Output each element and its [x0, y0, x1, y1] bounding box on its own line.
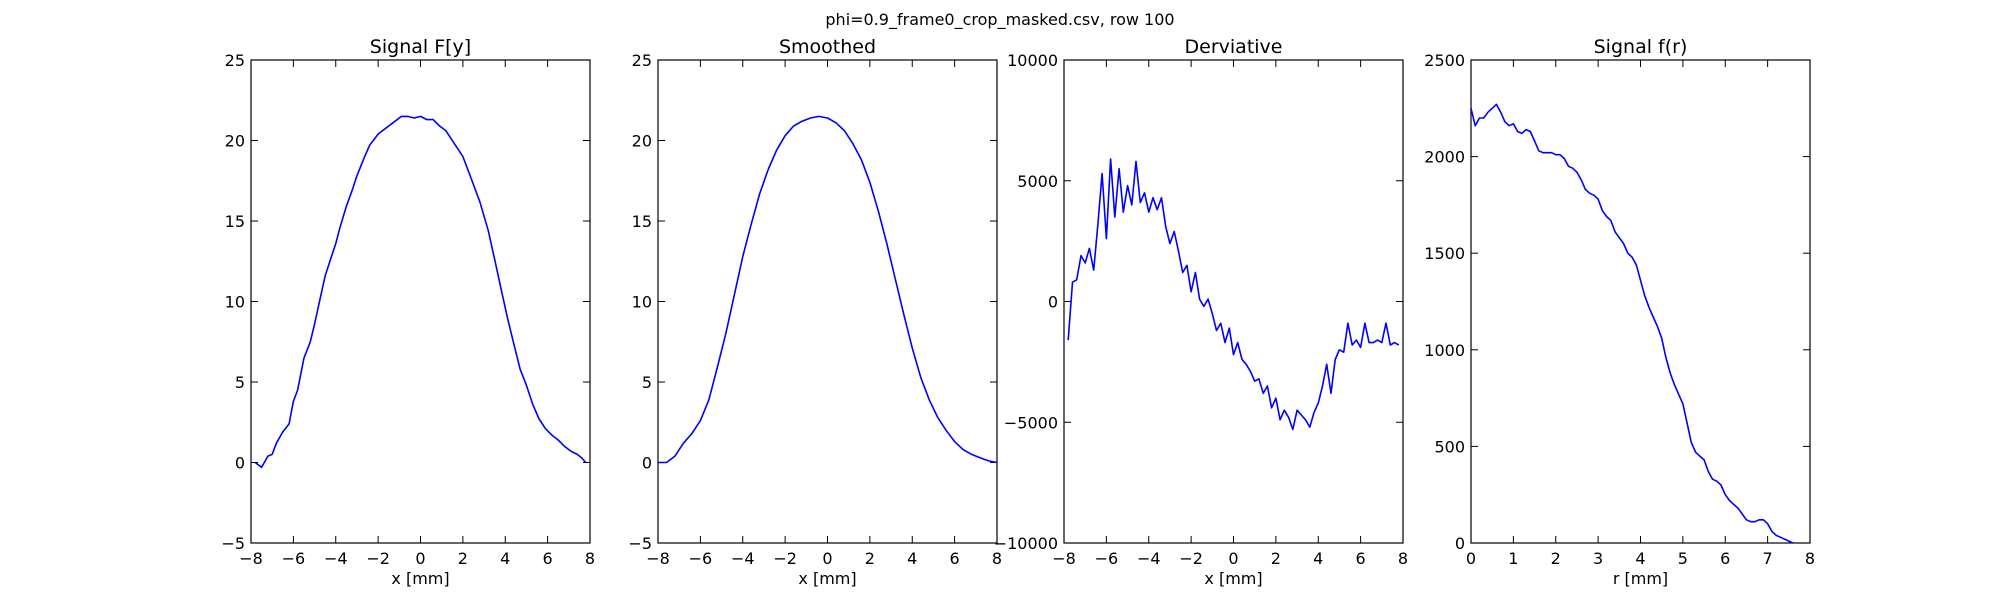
x-tick-label: 2 — [865, 549, 875, 568]
x-tick-label: 0 — [1228, 549, 1238, 568]
panel-derivative: Derviative x [mm] −8 −6 −4 −2 0 2 4 6 8−10000−50… — [994, 36, 1408, 588]
x-tick-label: 6 — [1356, 549, 1366, 568]
y-tick-label: −10000 — [994, 534, 1058, 553]
panel-title: Derviative — [1185, 36, 1283, 58]
y-tick-label: 25 — [225, 51, 245, 70]
x-tick-label: −6 — [282, 549, 306, 568]
x-tick-label: 3 — [1593, 549, 1603, 568]
x-tick-label: 2 — [1271, 549, 1281, 568]
x-tick-label: 4 — [500, 549, 510, 568]
x-tick-label: 8 — [992, 549, 1002, 568]
x-tick-label: 0 — [415, 549, 425, 568]
x-tick-label: 2 — [1551, 549, 1561, 568]
y-tick-label: 500 — [1434, 437, 1465, 456]
x-tick-label: −4 — [731, 549, 755, 568]
series-line — [1470, 103, 1794, 544]
x-tick-label: 6 — [950, 549, 960, 568]
series-line — [658, 115, 998, 464]
x-tick-label: 4 — [1313, 549, 1323, 568]
y-tick-label: 15 — [225, 212, 245, 231]
x-tick-label: 1 — [1508, 549, 1518, 568]
y-tick-label: 0 — [642, 454, 652, 473]
x-tick-label: −6 — [689, 549, 713, 568]
y-tick-label: 2500 — [1424, 51, 1465, 70]
y-tick-label: 15 — [632, 212, 652, 231]
y-tick-label: 0 — [1455, 534, 1465, 553]
panel-title: Signal F[y] — [370, 36, 471, 58]
x-tick-label: 7 — [1763, 549, 1773, 568]
y-tick-label: 5 — [235, 373, 245, 392]
x-tick-label: 8 — [585, 549, 595, 568]
y-tick-label: −5 — [628, 534, 652, 553]
x-tick-label: 0 — [822, 549, 832, 568]
x-axis-label: x [mm] — [1204, 569, 1262, 588]
x-tick-label: −6 — [1095, 549, 1119, 568]
y-tick-label: 0 — [235, 454, 245, 473]
x-tick-label: 8 — [1805, 549, 1815, 568]
panel-title: Smoothed — [779, 36, 876, 58]
x-tick-label: −8 — [239, 549, 263, 568]
y-tick-label: 20 — [632, 132, 652, 151]
y-tick-label: 10 — [632, 293, 652, 312]
x-tick-label: 4 — [1635, 549, 1645, 568]
x-tick-label: −2 — [1179, 549, 1203, 568]
x-tick-label: 6 — [543, 549, 553, 568]
x-tick-label: 2 — [458, 549, 468, 568]
y-tick-label: 5 — [642, 373, 652, 392]
y-tick-label: −5 — [221, 534, 245, 553]
x-tick-label: −8 — [1052, 549, 1076, 568]
y-tick-label: 2000 — [1424, 148, 1465, 167]
x-tick-label: 8 — [1398, 549, 1408, 568]
x-tick-label: 0 — [1466, 549, 1476, 568]
panel-smoothed: Smoothed x [mm] −8 −6 −4 −2 0 2 4 6 8 −5 0 5 10 15 20 2… — [628, 36, 1002, 588]
y-tick-label: 20 — [225, 132, 245, 151]
panel-signal-f-r: Signal f(r) r [mm] 0 1 2 3 4 5 6 7 8 0 500 1000 1500… — [1424, 36, 1815, 588]
y-tick-label: 0 — [1048, 293, 1058, 312]
x-axis-label: r [mm] — [1613, 569, 1668, 588]
x-tick-label: 4 — [907, 549, 917, 568]
x-tick-label: 6 — [1720, 549, 1730, 568]
y-tick-label: 10 — [225, 293, 245, 312]
panel-signal-F: Signal F[y] x [mm] −8 −6 −4 −2 0 2 4 6 8 −5 0 5 10 15… — [221, 36, 595, 588]
y-tick-label: 5000 — [1017, 172, 1058, 191]
y-tick-label: −5000 — [1004, 413, 1058, 432]
y-tick-label: 1000 — [1424, 341, 1465, 360]
x-axis-label: x [mm] — [391, 569, 449, 588]
series-line — [254, 115, 587, 469]
x-tick-label: −2 — [366, 549, 390, 568]
y-tick-label: 25 — [632, 51, 652, 70]
x-tick-label: 5 — [1678, 549, 1688, 568]
y-tick-label: 10000 — [1007, 51, 1058, 70]
figure-title: phi=0.9_frame0_crop_masked.csv, row 100 — [825, 10, 1174, 30]
x-tick-label: −4 — [324, 549, 348, 568]
x-tick-label: −2 — [773, 549, 797, 568]
panel-title: Signal f(r) — [1594, 36, 1688, 58]
x-axis-label: x [mm] — [798, 569, 856, 588]
y-tick-label: 1500 — [1424, 244, 1465, 263]
series-line — [1067, 158, 1400, 431]
x-tick-label: −4 — [1137, 549, 1161, 568]
x-tick-label: −8 — [646, 549, 670, 568]
